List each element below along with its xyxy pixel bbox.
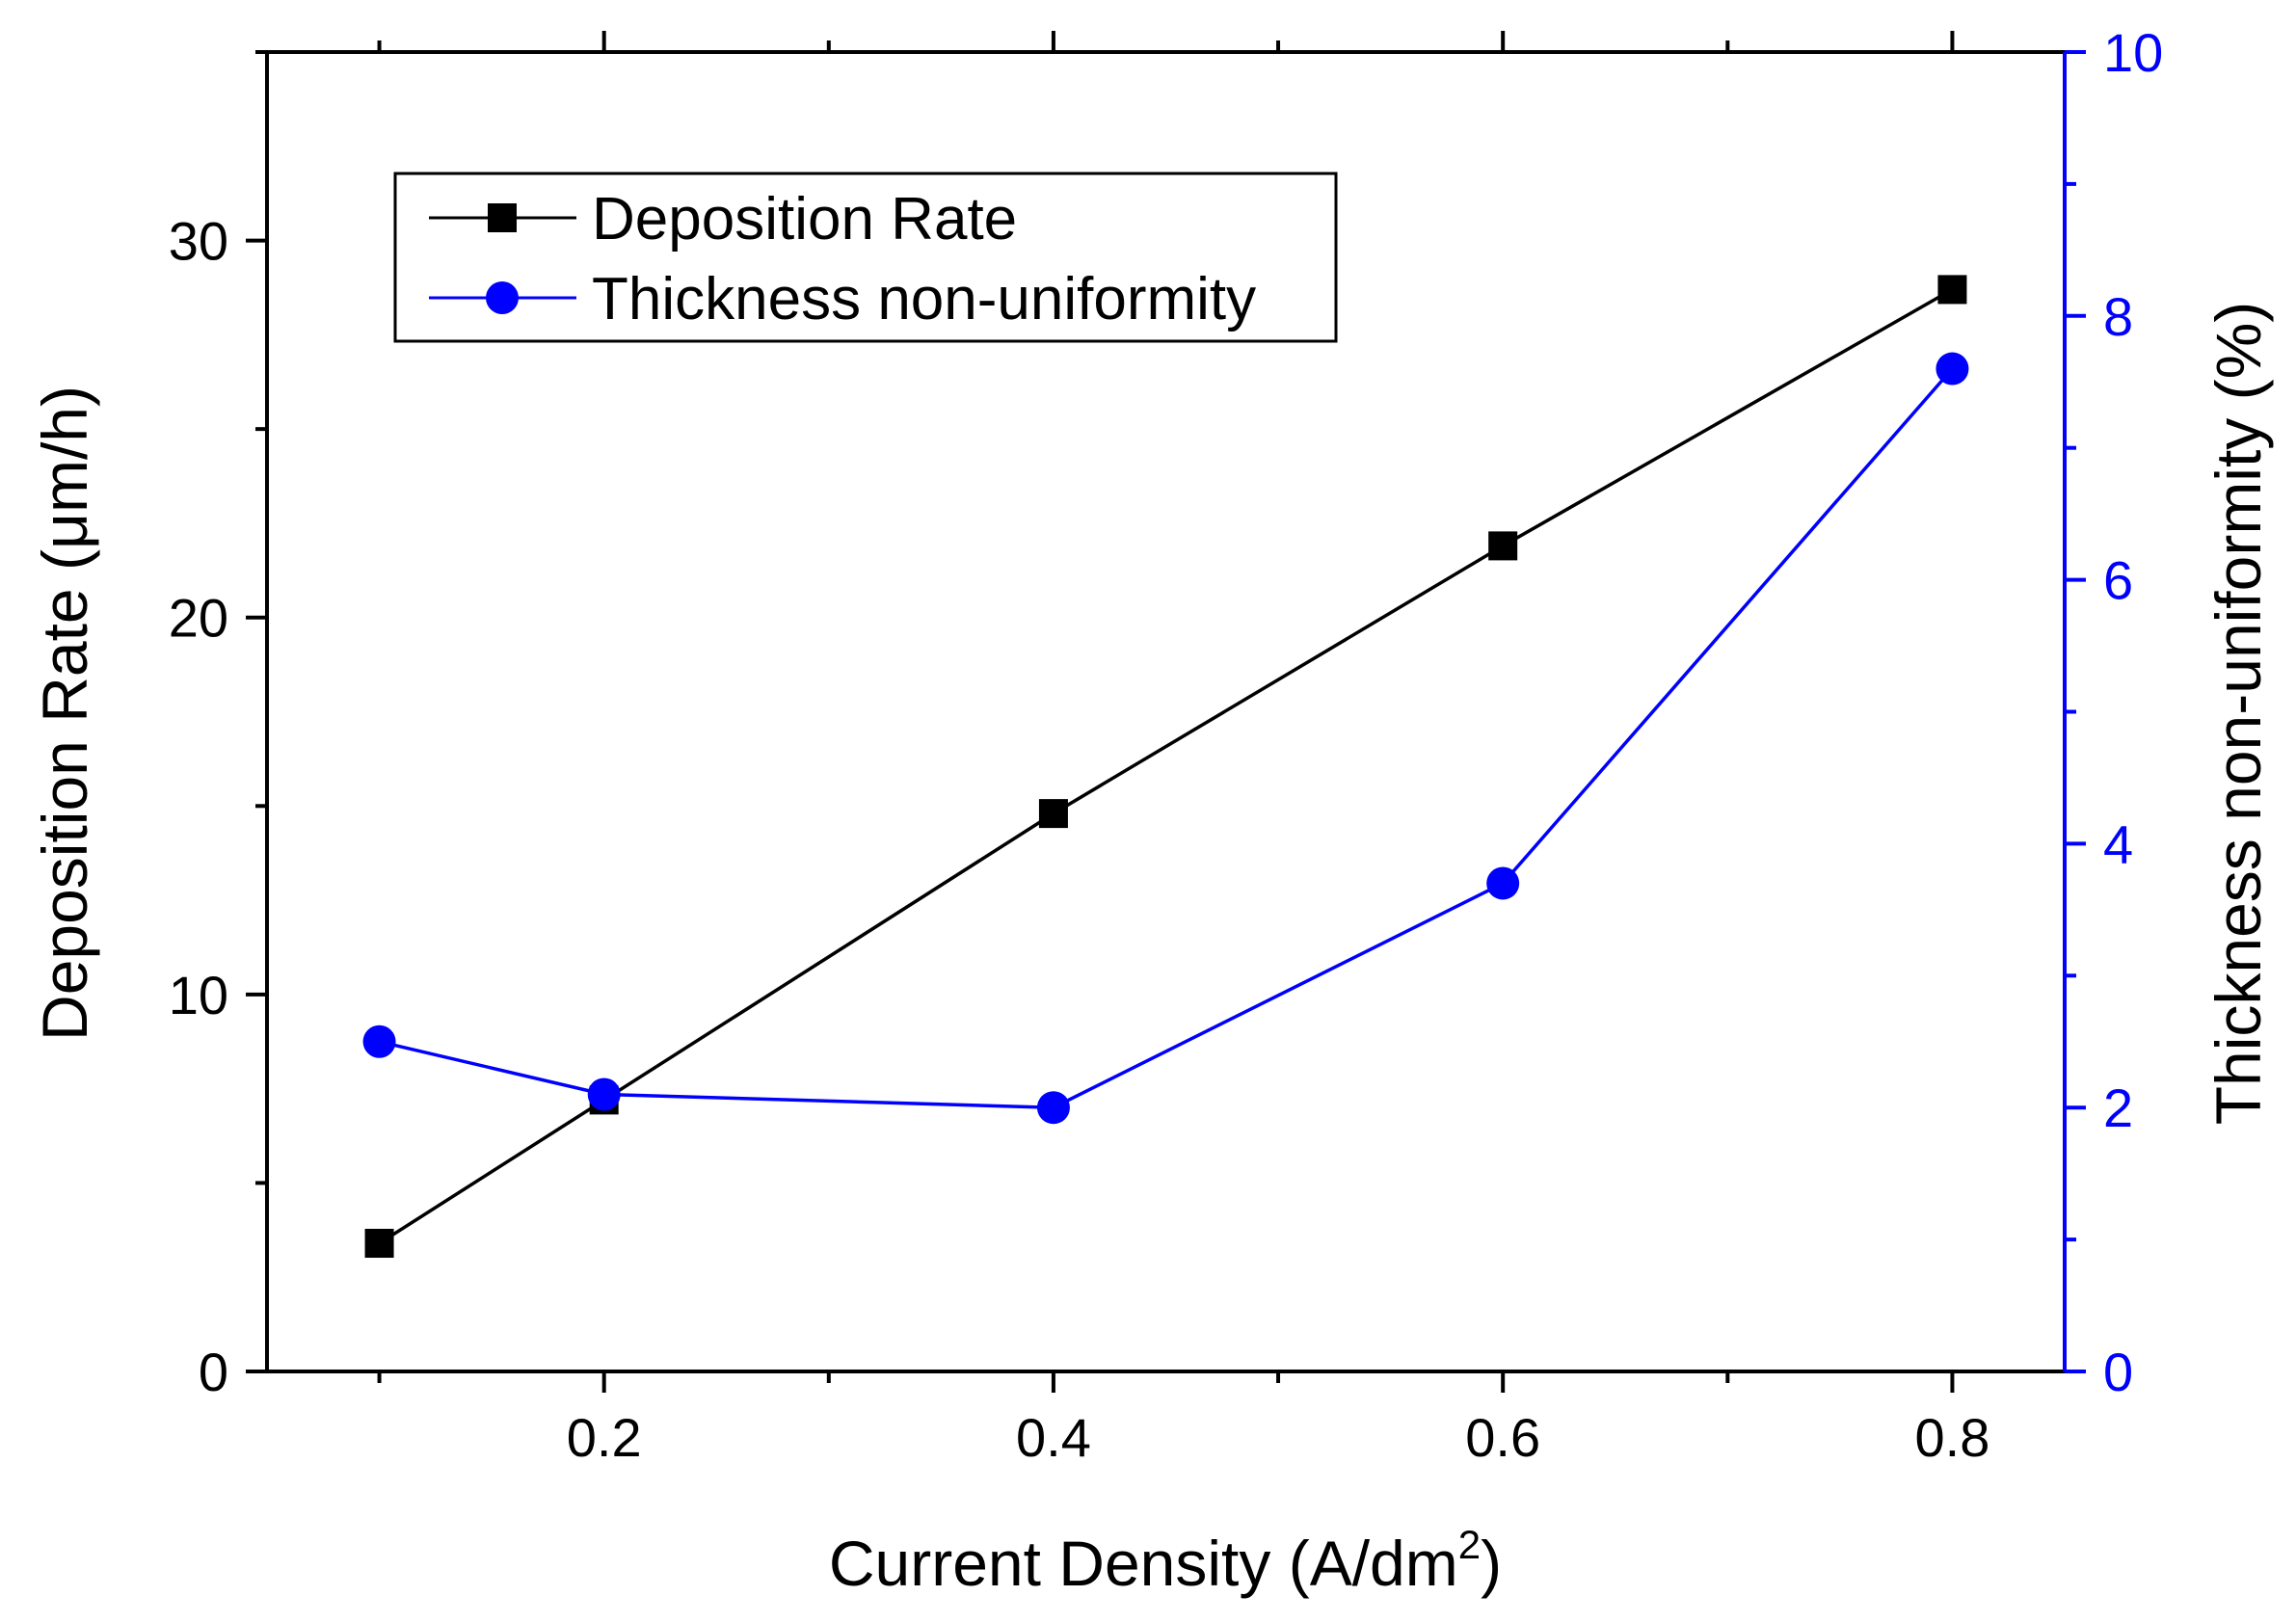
data-point-deposition-rate [1937,275,1967,305]
data-point-thickness-non-uniformity [587,1078,621,1111]
x-tick-label: 0.8 [1915,1407,1990,1468]
legend: Deposition Rate Thickness non-uniformity [393,172,1338,343]
right-y-axis-title: Thickness non-uniformity (%) [2203,302,2274,1126]
series-layer [362,275,1969,1259]
data-point-thickness-non-uniformity [362,1024,396,1058]
x-tick-label: 0.2 [567,1407,642,1468]
left-tick-label: 20 [169,588,228,649]
x-tick-label: 0.4 [1016,1407,1091,1468]
left-y-axis: 0 10 20 30 [169,50,267,1402]
right-y-axis: 0 2 4 6 8 10 [2065,22,2163,1402]
right-tick-label: 6 [2103,550,2133,611]
legend-label-deposition: Deposition Rate [592,186,1017,253]
data-point-deposition-rate [1488,531,1518,561]
x-tick-label: 0.6 [1465,1407,1540,1468]
right-tick-label: 10 [2103,22,2163,83]
left-y-axis-title: Deposition Rate (μm/h) [29,386,100,1041]
legend-marker-square [488,203,517,232]
x-axis-title: Current Density (A/dm2) [829,1522,1502,1599]
data-point-deposition-rate [1038,799,1068,829]
data-point-thickness-non-uniformity [1036,1091,1070,1125]
legend-label-thickness: Thickness non-uniformity [592,266,1256,333]
left-tick-label: 0 [199,1342,228,1402]
right-tick-label: 2 [2103,1078,2133,1138]
x-axis: 0.2 0.4 0.6 0.8 [377,31,1990,1468]
right-tick-label: 8 [2103,286,2133,347]
left-tick-label: 10 [169,965,228,1025]
legend-marker-circle [486,281,519,314]
right-tick-label: 0 [2103,1342,2133,1402]
right-tick-label: 4 [2103,813,2133,874]
series-line-thickness-non-uniformity [379,367,1954,1109]
left-tick-label: 30 [169,211,228,272]
legend-box [393,172,1338,343]
data-point-thickness-non-uniformity [1486,866,1520,900]
data-point-thickness-non-uniformity [1936,352,1969,386]
data-point-deposition-rate [364,1229,394,1259]
